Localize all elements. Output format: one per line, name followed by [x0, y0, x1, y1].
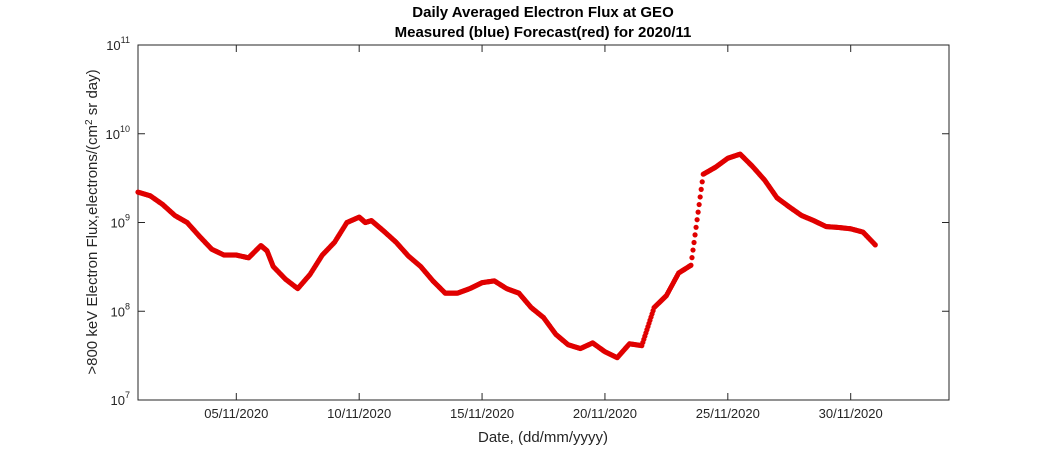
plot-frame [137, 44, 950, 401]
y-tick-exponent: 10 [120, 124, 130, 134]
y-tick-label: 1010 [106, 124, 130, 142]
data-point [688, 262, 694, 268]
x-axis: 05/11/2020 10/11/2020 15/11/2020 20/11/2020… [204, 45, 883, 421]
data-point [695, 209, 701, 215]
y-tick-base: 10 [106, 38, 120, 53]
y-tick-base: 10 [106, 127, 120, 142]
data-series [135, 151, 878, 361]
y-axis-label-tail: sr day) [84, 69, 101, 119]
y-tick-exponent: 9 [125, 213, 130, 223]
data-point [693, 224, 699, 230]
x-tick-label: 25/11/2020 [696, 406, 760, 421]
data-point [692, 232, 698, 238]
data-point [699, 179, 705, 185]
data-point [697, 194, 703, 200]
data-point [690, 247, 696, 253]
y-tick-base: 10 [111, 216, 125, 231]
x-axis-label: Date, (dd/mm/yyyy) [478, 429, 608, 446]
y-axis-label: >800 keV Electron Flux,electrons/(cm2 sr… [84, 69, 102, 374]
y-tick-exponent: 7 [125, 390, 130, 400]
y-axis-label-main: >800 keV Electron Flux,electrons/(cm [84, 125, 101, 375]
plot-area [137, 44, 950, 401]
data-point [698, 186, 704, 192]
y-tick-base: 10 [111, 393, 125, 408]
y-tick-label: 108 [111, 301, 130, 319]
x-tick-label: 30/11/2020 [819, 406, 883, 421]
x-tick-label: 10/11/2020 [327, 406, 391, 421]
data-point [689, 255, 695, 261]
data-point [696, 201, 702, 208]
chart-subtitle: Measured (blue) Forecast(red) for 2020/1… [395, 24, 692, 41]
chart-title: Daily Averaged Electron Flux at GEO [412, 4, 674, 21]
y-tick-exponent: 8 [125, 301, 130, 311]
data-point [694, 217, 700, 223]
y-tick-exponent: 11 [121, 35, 130, 45]
y-tick-base: 10 [111, 304, 125, 319]
x-tick-label: 15/11/2020 [450, 406, 514, 421]
y-tick-label: 109 [111, 213, 130, 231]
y-tick-label: 1011 [106, 35, 130, 53]
data-point [691, 239, 697, 246]
x-tick-label: 20/11/2020 [573, 406, 637, 421]
y-axis-label-superscript: 2 [84, 119, 95, 125]
y-tick-label: 107 [111, 390, 130, 408]
data-point [872, 242, 878, 248]
x-tick-label: 05/11/2020 [204, 406, 268, 421]
